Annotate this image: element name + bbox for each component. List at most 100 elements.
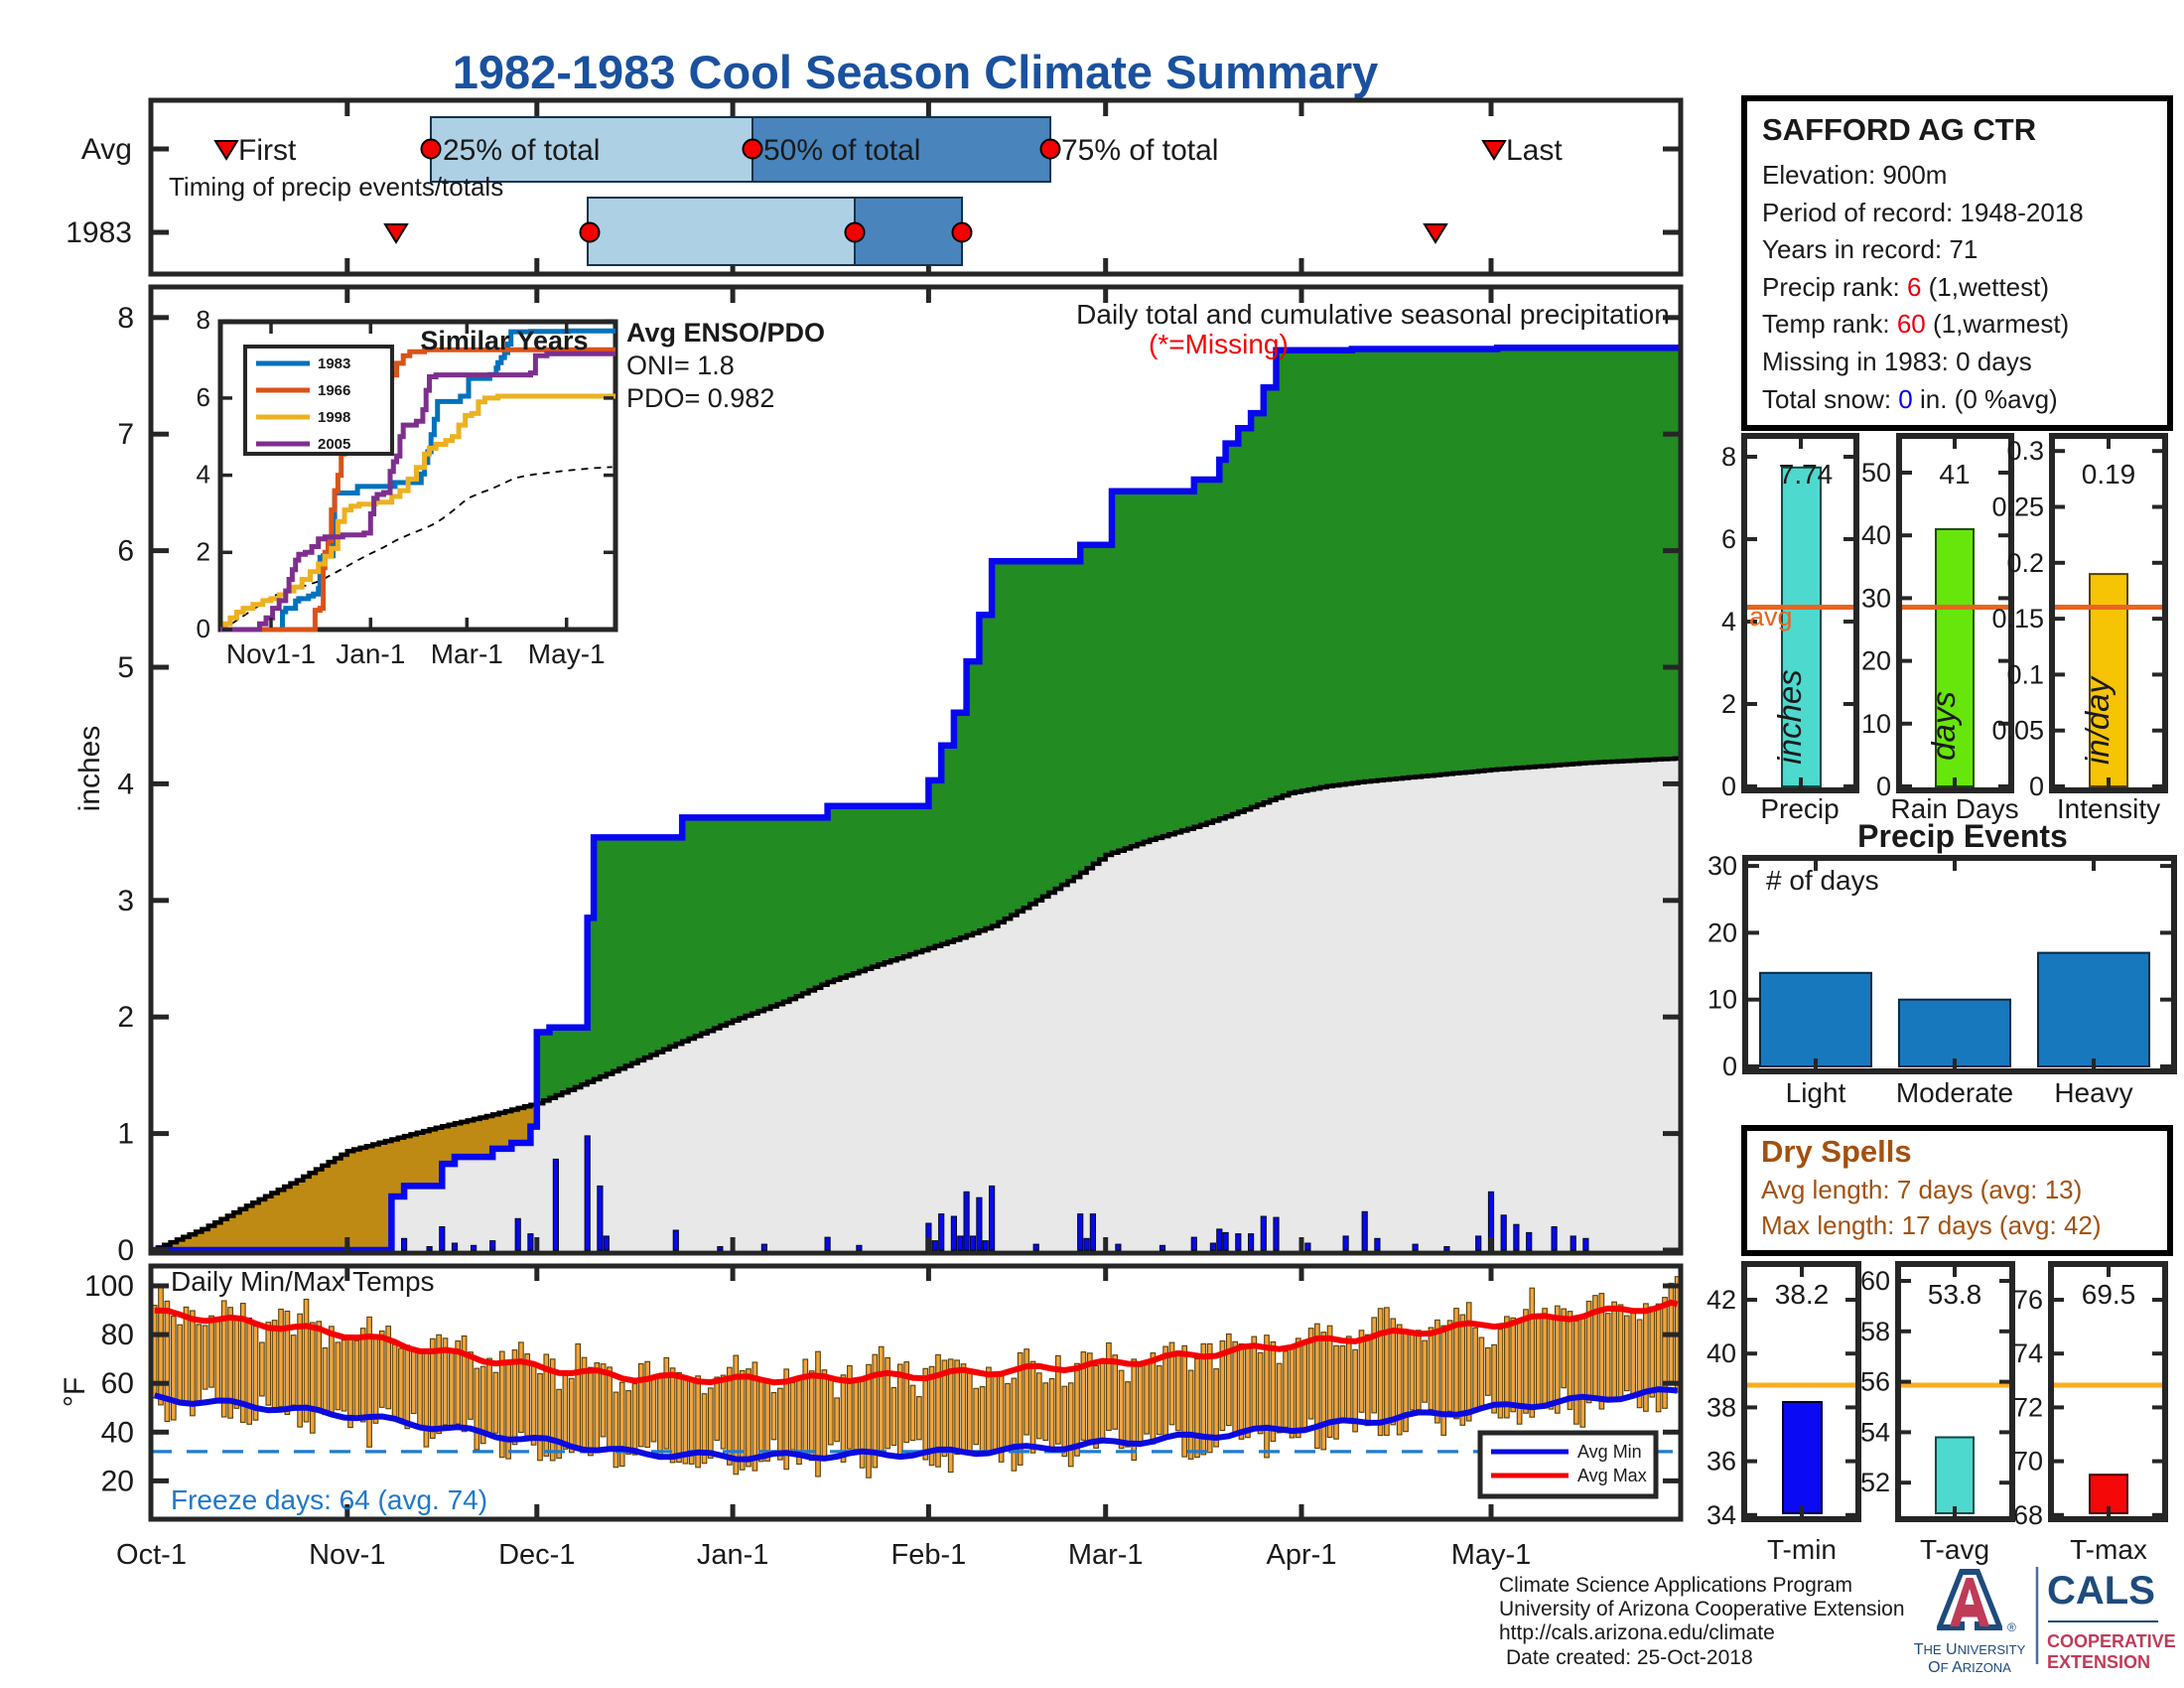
svg-text:5: 5 <box>117 651 134 684</box>
svg-text:0.05: 0.05 <box>1991 716 2044 746</box>
svg-text:Last: Last <box>1506 134 1563 167</box>
svg-text:10: 10 <box>1861 709 1891 739</box>
svg-text:T-min: T-min <box>1767 1534 1837 1565</box>
svg-text:0: 0 <box>1876 772 1891 801</box>
svg-text:Rain Days: Rain Days <box>1890 793 2018 824</box>
svg-text:1982-1983 Cool Season Climate: 1982-1983 Cool Season Climate Summary <box>453 46 1379 98</box>
svg-text:Nov1-1: Nov1-1 <box>226 638 316 669</box>
svg-text:Dry Spells: Dry Spells <box>1761 1134 1912 1169</box>
svg-text:1966: 1966 <box>318 382 350 399</box>
svg-text:in/day: in/day <box>2079 674 2116 765</box>
svg-text:University of Arizona Cooperat: University of Arizona Cooperative Extens… <box>1499 1598 1905 1620</box>
svg-text:T-max: T-max <box>2070 1534 2147 1565</box>
svg-text:8: 8 <box>197 305 210 335</box>
svg-text:0.19: 0.19 <box>2082 459 2136 490</box>
svg-text:80: 80 <box>101 1319 134 1351</box>
svg-text:40: 40 <box>101 1416 134 1449</box>
svg-text:0: 0 <box>1722 1052 1737 1081</box>
svg-text:SAFFORD AG CTR: SAFFORD AG CTR <box>1762 112 2036 147</box>
svg-text:58: 58 <box>1860 1317 1890 1346</box>
svg-text:74: 74 <box>2013 1338 2043 1368</box>
svg-text:T-avg: T-avg <box>1920 1534 1989 1565</box>
svg-text:4: 4 <box>1721 607 1736 636</box>
svg-text:Precip: Precip <box>1760 793 1839 824</box>
svg-text:Oct-1: Oct-1 <box>116 1539 187 1571</box>
svg-text:# of days: # of days <box>1766 865 1879 896</box>
svg-text:38.2: 38.2 <box>1775 1279 1830 1310</box>
svg-text:Climate Science Applications P: Climate Science Applications Program <box>1499 1574 1852 1597</box>
svg-text:CALS: CALS <box>2047 1569 2155 1613</box>
svg-text:41: 41 <box>1939 459 1970 490</box>
svg-text:2: 2 <box>117 1001 134 1034</box>
svg-text:May-1: May-1 <box>528 638 606 669</box>
svg-text:6: 6 <box>197 382 210 412</box>
svg-text:72: 72 <box>2013 1392 2043 1422</box>
svg-text:4: 4 <box>117 768 134 800</box>
svg-text:Daily total and cumulative sea: Daily total and cumulative seasonal prec… <box>1076 299 1670 330</box>
svg-text:Avg Max: Avg Max <box>1577 1466 1647 1485</box>
svg-text:75% of total: 75% of total <box>1061 134 1218 167</box>
svg-text:70: 70 <box>2013 1447 2043 1477</box>
svg-text:Intensity: Intensity <box>2057 793 2160 824</box>
svg-text:1998: 1998 <box>318 409 350 426</box>
svg-text:4: 4 <box>197 460 210 490</box>
svg-text:Mar-1: Mar-1 <box>431 638 503 669</box>
svg-text:®: ® <box>2007 1620 2016 1634</box>
svg-text:10: 10 <box>1707 985 1737 1015</box>
svg-text:0.1: 0.1 <box>2006 659 2044 689</box>
svg-text:40: 40 <box>1861 520 1891 550</box>
svg-text:Precip rank: 6 (1,wettest): Precip rank: 6 (1,wettest) <box>1762 272 2049 302</box>
svg-text:Apr-1: Apr-1 <box>1267 1539 1337 1571</box>
svg-text:Jan-1: Jan-1 <box>336 638 405 669</box>
svg-text:Moderate: Moderate <box>1896 1077 2013 1108</box>
svg-text:3: 3 <box>117 885 134 917</box>
svg-text:Light: Light <box>1786 1077 1846 1108</box>
svg-text:inches: inches <box>1771 669 1808 764</box>
svg-text:Daily Min/Max Temps: Daily Min/Max Temps <box>171 1266 435 1297</box>
svg-text:Precip Events: Precip Events <box>1857 818 2068 854</box>
svg-text:2: 2 <box>1721 689 1736 719</box>
svg-text:69.5: 69.5 <box>2082 1279 2136 1310</box>
svg-text:56: 56 <box>1860 1367 1890 1397</box>
svg-text:Avg length: 7 days (avg: 13): Avg length: 7 days (avg: 13) <box>1761 1175 2082 1204</box>
svg-text:May-1: May-1 <box>1451 1539 1532 1571</box>
svg-text:inches: inches <box>73 726 106 812</box>
svg-text:42: 42 <box>1706 1285 1736 1315</box>
svg-text:20: 20 <box>1861 646 1891 676</box>
svg-text:Total snow: 0 in. (0 %avg): Total snow: 0 in. (0 %avg) <box>1762 384 2058 414</box>
svg-text:6: 6 <box>1721 524 1736 554</box>
svg-text:60: 60 <box>1860 1266 1890 1296</box>
svg-text:1: 1 <box>117 1118 134 1151</box>
svg-text:Date created: 25-Oct-2018: Date created: 25-Oct-2018 <box>1506 1646 1753 1669</box>
svg-text:OF ARIZONA: OF ARIZONA <box>1928 1659 2011 1676</box>
svg-text:(*=Missing): (*=Missing) <box>1149 329 1289 359</box>
svg-text:7: 7 <box>117 418 134 451</box>
svg-text:Mar-1: Mar-1 <box>1068 1539 1144 1571</box>
svg-text:Nov-1: Nov-1 <box>309 1539 385 1571</box>
svg-text:30: 30 <box>1861 583 1891 613</box>
svg-text:0.15: 0.15 <box>1991 604 2044 633</box>
svg-text:54: 54 <box>1860 1417 1890 1447</box>
svg-text:60: 60 <box>101 1367 134 1400</box>
svg-text:50: 50 <box>1861 458 1891 488</box>
svg-text:2005: 2005 <box>318 436 350 453</box>
svg-text:Dec-1: Dec-1 <box>498 1539 575 1571</box>
svg-text:Timing of precip events/totals: Timing of precip events/totals <box>169 172 503 202</box>
svg-text:0.3: 0.3 <box>2006 436 2044 466</box>
svg-text:days: days <box>1925 691 1962 761</box>
svg-text:100: 100 <box>84 1270 134 1303</box>
svg-text:52: 52 <box>1860 1468 1890 1497</box>
svg-text:Jan-1: Jan-1 <box>697 1539 769 1571</box>
svg-text:Avg Min: Avg Min <box>1577 1442 1642 1462</box>
svg-text:EXTENSION: EXTENSION <box>2047 1652 2150 1672</box>
svg-text:38: 38 <box>1706 1392 1736 1422</box>
svg-text:0.25: 0.25 <box>1991 492 2044 522</box>
svg-text:6: 6 <box>117 535 134 568</box>
svg-text:http://cals.arizona.edu/climat: http://cals.arizona.edu/climate <box>1499 1621 1775 1644</box>
svg-text:30: 30 <box>1707 851 1737 881</box>
svg-text:Similar Years: Similar Years <box>420 326 588 355</box>
svg-text:0: 0 <box>197 614 210 643</box>
svg-text:0: 0 <box>117 1234 134 1267</box>
svg-text:76: 76 <box>2013 1285 2043 1315</box>
svg-text:20: 20 <box>101 1465 134 1497</box>
